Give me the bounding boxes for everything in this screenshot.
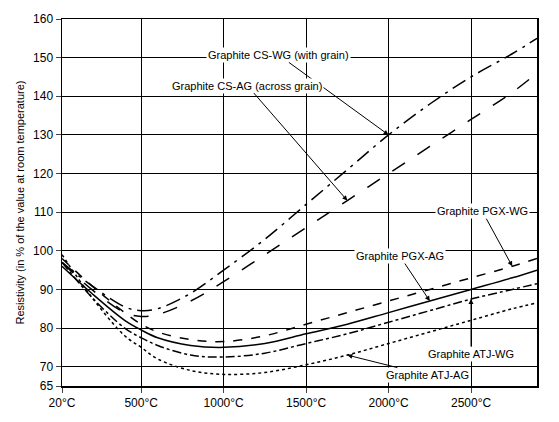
svg-text:Graphite ATJ-WG: Graphite ATJ-WG [428, 348, 514, 360]
svg-text:80: 80 [40, 321, 54, 335]
svg-text:1000°C: 1000°C [204, 396, 244, 410]
svg-text:150: 150 [33, 51, 53, 65]
svg-text:Graphite CS-WG (with grain): Graphite CS-WG (with grain) [208, 49, 349, 61]
svg-text:Graphite ATJ-AG: Graphite ATJ-AG [386, 369, 469, 381]
svg-text:120: 120 [33, 167, 53, 181]
svg-text:Graphite PGX-WG: Graphite PGX-WG [437, 205, 528, 217]
svg-text:90: 90 [40, 283, 54, 297]
svg-text:65: 65 [40, 379, 54, 393]
svg-text:20°C: 20°C [49, 396, 76, 410]
svg-text:110: 110 [34, 205, 53, 219]
svg-text:100: 100 [33, 244, 53, 258]
svg-text:160: 160 [33, 12, 53, 26]
svg-text:Resistivity (in % of the value: Resistivity (in % of the value at room t… [14, 81, 26, 325]
svg-text:1500°C: 1500°C [286, 396, 326, 410]
svg-text:500°C: 500°C [124, 396, 158, 410]
svg-text:Graphite CS-AG (across grain): Graphite CS-AG (across grain) [172, 80, 322, 92]
svg-text:Graphite PGX-AG: Graphite PGX-AG [356, 250, 444, 262]
svg-text:130: 130 [33, 128, 53, 142]
svg-text:2000°C: 2000°C [368, 396, 408, 410]
svg-text:140: 140 [33, 89, 53, 103]
svg-text:70: 70 [40, 360, 54, 374]
svg-text:2500°C: 2500°C [451, 396, 491, 410]
